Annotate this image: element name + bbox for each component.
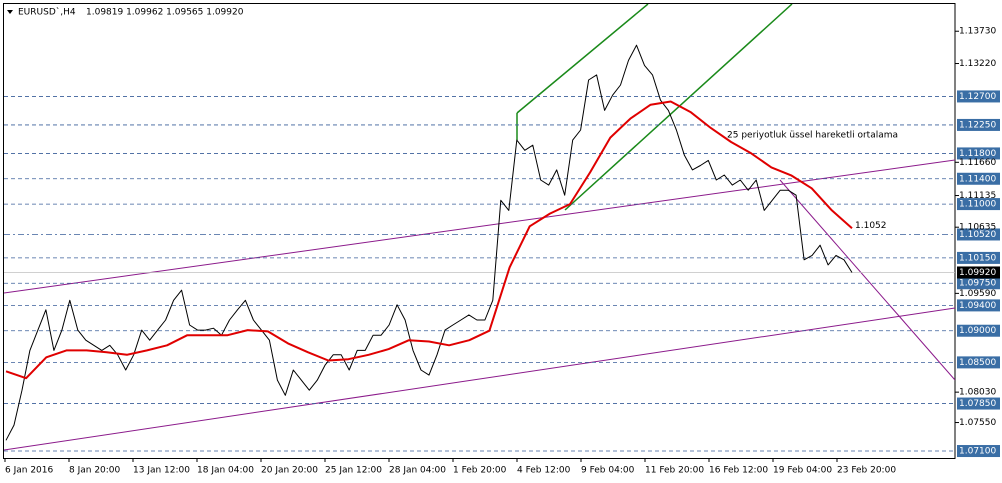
level-label-box	[957, 356, 1000, 369]
y-tick-label: 1.11135	[959, 191, 996, 201]
level-label: 1.11800	[959, 149, 996, 159]
y-tick-label: 1.13730	[959, 27, 996, 37]
down-trend-line	[779, 179, 955, 381]
current-price-label: 1.09920	[959, 268, 996, 278]
level-label: 1.08500	[959, 358, 996, 368]
level-label-box	[957, 198, 1000, 211]
x-tick-label: 8 Jan 20:00	[69, 466, 121, 476]
level-label-box	[957, 228, 1000, 241]
value-annotation: 1.1052	[855, 221, 887, 231]
current-price-box	[957, 266, 1000, 279]
x-tick-label: 20 Jan 20:00	[261, 466, 318, 476]
y-tick-label: 1.08030	[959, 388, 996, 398]
ema-line	[5, 100, 853, 380]
x-tick-label: 23 Feb 20:00	[837, 466, 896, 476]
x-tick-label: 18 Jan 04:00	[197, 466, 254, 476]
price-line	[5, 44, 853, 441]
level-label-box	[957, 299, 1000, 312]
level-label: 1.11400	[959, 174, 996, 184]
x-tick-label: 11 Feb 20:00	[645, 466, 704, 476]
channel-lower	[4, 307, 955, 451]
plot-area	[4, 44, 955, 452]
level-label: 1.09000	[959, 326, 996, 336]
level-label-box	[957, 277, 1000, 290]
level-label-box	[957, 397, 1000, 410]
level-label: 1.12250	[959, 120, 996, 130]
plot-frame	[3, 3, 956, 459]
x-tick-label: 28 Jan 04:00	[389, 466, 446, 476]
ema-annotation: 25 periyotluk üssel hareketli ortalama	[727, 131, 898, 141]
y-tick-label: 1.09590	[959, 289, 996, 299]
y-tick-label: 1.07550	[959, 418, 996, 428]
trend-lines	[4, 4, 955, 451]
level-label-box	[957, 147, 1000, 160]
level-label: 1.11000	[959, 200, 996, 210]
level-label: 1.09750	[959, 279, 996, 289]
level-label-box	[957, 251, 1000, 264]
level-label: 1.09400	[959, 301, 996, 311]
x-tick-label: 6 Jan 2016	[5, 466, 53, 476]
level-label-box	[957, 445, 1000, 458]
y-tick-label: 1.13220	[959, 59, 996, 69]
x-tick-label: 16 Feb 12:00	[709, 466, 768, 476]
channel-upper	[4, 159, 955, 294]
level-label: 1.10520	[959, 230, 996, 240]
level-label: 1.07100	[959, 447, 996, 457]
level-label-box	[957, 118, 1000, 131]
chart-title: EURUSD`,H4	[18, 7, 76, 18]
x-tick-label: 9 Feb 04:00	[581, 466, 635, 476]
y-tick-label: 1.10635	[959, 223, 996, 233]
x-tick-label: 19 Feb 04:00	[773, 466, 832, 476]
x-tick-label: 1 Feb 20:00	[453, 466, 507, 476]
level-label: 1.07850	[959, 399, 996, 409]
menu-triangle[interactable]	[7, 10, 13, 14]
x-tick-label: 13 Jan 12:00	[133, 466, 190, 476]
green-channel-upper	[516, 4, 649, 114]
x-tick-label: 25 Jan 12:00	[325, 466, 382, 476]
chart-subtitle: 1.09819 1.09962 1.09565 1.09920	[86, 8, 244, 18]
level-label: 1.12700	[959, 92, 996, 102]
level-label-box	[957, 90, 1000, 103]
level-label: 1.10150	[959, 253, 996, 263]
x-tick-label: 4 Feb 12:00	[517, 466, 571, 476]
level-label-box	[957, 172, 1000, 185]
green-channel-lower	[564, 4, 793, 211]
y-tick-label: 1.11660	[959, 158, 996, 168]
level-label-box	[957, 324, 1000, 337]
